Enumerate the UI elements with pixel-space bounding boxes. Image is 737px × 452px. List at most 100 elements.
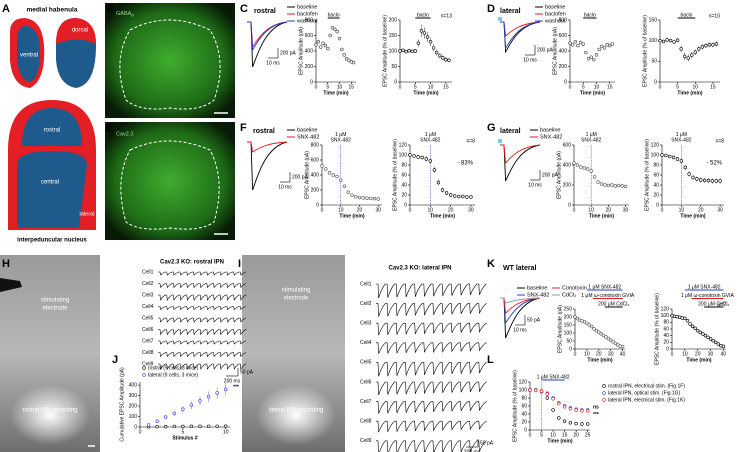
y-tick-label: 0 <box>316 202 319 208</box>
stat-label: *** <box>593 412 599 418</box>
scale-label: 200 pA <box>292 174 309 180</box>
data-point <box>562 405 567 409</box>
x-tick-label: 5 <box>540 432 543 438</box>
data-point <box>440 188 445 192</box>
cell-label: Cell7 <box>360 399 372 405</box>
stain-label: GABA <box>116 11 132 17</box>
data-point <box>658 38 662 43</box>
data-point <box>461 194 465 199</box>
data-point <box>613 341 618 346</box>
x-axis-label: Time (min) <box>589 213 615 219</box>
n-label: n=7 <box>718 302 727 308</box>
data-point <box>164 415 168 419</box>
data-point <box>146 423 151 427</box>
data-point <box>562 419 567 423</box>
data-point <box>448 193 453 197</box>
data-point <box>181 424 185 429</box>
x-tick-label: 5 <box>414 84 417 90</box>
cell-label: Cell9 <box>142 361 154 367</box>
y-tick-label: 400 <box>559 48 568 54</box>
legend-label: baseline <box>540 127 561 133</box>
panel-letter: B <box>106 3 114 15</box>
outline <box>120 140 220 230</box>
panel-letter: A <box>2 3 10 15</box>
cell-label: Cell7 <box>142 338 154 344</box>
data-point <box>321 41 325 45</box>
data-point <box>690 53 694 57</box>
cell-label: Cell3 <box>142 292 154 298</box>
data-point <box>679 47 683 51</box>
data-point <box>714 42 719 46</box>
data-point <box>665 38 669 42</box>
y-tick-label: 80 <box>401 162 407 168</box>
drug-label: SNX-482 <box>420 137 441 143</box>
y-tick-label: 100 <box>649 38 658 44</box>
light-stim <box>498 17 502 21</box>
x-tick-label: 0 <box>321 207 324 213</box>
y-tick-label: 200 <box>559 64 568 70</box>
data-point <box>365 196 369 200</box>
scale-label: 10 ms <box>278 184 292 190</box>
trace <box>500 144 541 182</box>
cell-label: Cell6 <box>360 379 372 385</box>
drug-label: 200 μM CdCl₂ <box>698 301 729 307</box>
data-point <box>320 164 324 168</box>
effect-label: - 52% <box>706 161 722 167</box>
y-tick-label: 800 <box>305 17 314 23</box>
region-label: rostral <box>44 128 61 134</box>
data-point <box>702 178 707 183</box>
data-point <box>611 340 615 344</box>
data-point <box>589 169 593 173</box>
data-point <box>585 409 590 413</box>
data-point <box>603 183 607 187</box>
y-axis-label: EPSC Amplitude (pA) <box>304 151 310 199</box>
data-point <box>620 344 625 349</box>
data-point <box>528 388 532 392</box>
x-tick-label: 10 <box>338 207 344 213</box>
electrode <box>0 278 22 292</box>
data-point <box>610 42 615 46</box>
data-point <box>436 180 441 185</box>
data-point <box>697 47 701 51</box>
data-point <box>420 155 424 160</box>
data-point <box>602 46 607 50</box>
data-point <box>347 58 351 62</box>
data-point <box>465 195 469 199</box>
data-point <box>413 49 417 53</box>
legend-label: SNX-482 <box>297 134 319 140</box>
sweep-trace <box>376 420 488 433</box>
x-tick-label: 20 <box>357 207 363 213</box>
data-point <box>597 47 601 52</box>
y-tick-label: 200 <box>564 314 573 320</box>
data-point <box>330 26 335 30</box>
data-point <box>551 397 555 401</box>
y-axis-label: EPSC Amplitude (% of baseline) <box>512 370 518 442</box>
drug-label: 1 μM SNX-482 <box>537 374 570 380</box>
data-point <box>706 335 710 340</box>
panel-region: lateral <box>500 128 521 135</box>
drug-label: 1 μM <box>335 132 346 138</box>
y-tick-label: 60 <box>401 172 407 178</box>
drug-label: 1 μM <box>586 132 597 138</box>
x-tick-label: 10 <box>682 351 688 357</box>
x-tick-label: 10 <box>693 84 699 90</box>
x-tick-label: 0 <box>139 429 142 435</box>
data-point <box>574 408 578 412</box>
data-point <box>604 335 608 339</box>
x-tick-label: 20 <box>695 351 701 357</box>
legend-label: baseline <box>297 127 318 133</box>
x-axis-label: Time (min) <box>677 90 703 96</box>
data-point <box>172 424 176 429</box>
data-point <box>224 387 228 392</box>
scale-label: 10 ms <box>266 60 280 66</box>
data-point <box>568 407 573 411</box>
data-point <box>416 155 420 159</box>
data-point <box>545 392 550 396</box>
legend-label: baseline <box>527 285 548 291</box>
data-point <box>551 408 555 412</box>
scale-label: 10 ms <box>528 182 542 188</box>
data-point <box>685 318 690 323</box>
habenula-shape <box>17 25 40 83</box>
x-axis-label: Time (min) <box>547 438 573 444</box>
